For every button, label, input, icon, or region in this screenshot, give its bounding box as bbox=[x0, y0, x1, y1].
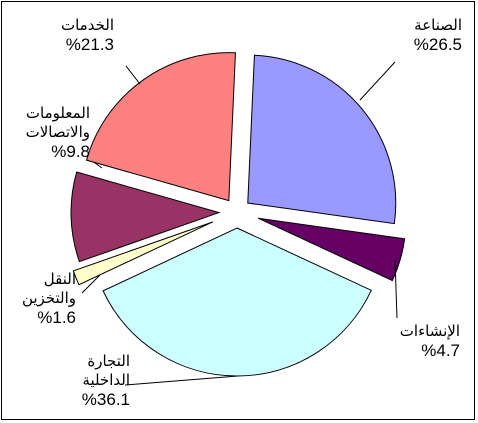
slice-label-ict-value: %9.8 bbox=[51, 142, 90, 161]
slice-label-construction-value: %4.7 bbox=[421, 341, 460, 360]
slice-label-domestic-trade: التجارة الداخلية %36.1 bbox=[40, 352, 130, 409]
slice-label-industry: الصناعة %26.5 bbox=[392, 16, 462, 54]
pie-slice-services bbox=[85, 52, 236, 202]
leader-line-transport bbox=[81, 274, 101, 294]
slice-label-industry-name: الصناعة bbox=[414, 16, 462, 34]
pie-slice-industry bbox=[247, 54, 397, 225]
slice-label-transport: النقل والتخزين %1.6 bbox=[6, 270, 76, 327]
slice-label-transport-name-1: النقل bbox=[43, 270, 76, 288]
slice-label-ict: المعلومات والاتصالات %9.8 bbox=[2, 104, 90, 161]
leader-line-domestic-trade bbox=[124, 375, 239, 386]
slice-label-services-value: %21.3 bbox=[65, 35, 114, 54]
slice-label-construction: الإنشاءات %4.7 bbox=[390, 322, 460, 360]
slice-label-services: الخدمات %21.3 bbox=[44, 16, 114, 54]
slice-label-transport-name-2: والتخزين bbox=[21, 289, 76, 307]
slice-label-services-name: الخدمات bbox=[60, 16, 114, 34]
leader-line-construction bbox=[394, 259, 398, 319]
slice-label-domestic-trade-name-2: الداخلية bbox=[82, 371, 130, 389]
pie-slice-ict bbox=[70, 171, 221, 263]
slice-label-ict-name-1: المعلومات bbox=[25, 104, 90, 122]
pie-slice-transport bbox=[72, 221, 214, 286]
slice-label-domestic-trade-value: %36.1 bbox=[81, 390, 130, 409]
slice-label-industry-value: %26.5 bbox=[413, 35, 462, 54]
slice-label-transport-value: %1.6 bbox=[37, 308, 76, 327]
leader-line-services bbox=[125, 65, 141, 85]
slice-label-ict-name-2: والاتصالات bbox=[25, 123, 90, 141]
leader-line-industry bbox=[359, 61, 396, 101]
pie-slice-construction bbox=[257, 217, 406, 282]
slice-label-domestic-trade-name-1: التجارة bbox=[87, 352, 130, 370]
slice-label-construction-name: الإنشاءات bbox=[399, 322, 460, 340]
